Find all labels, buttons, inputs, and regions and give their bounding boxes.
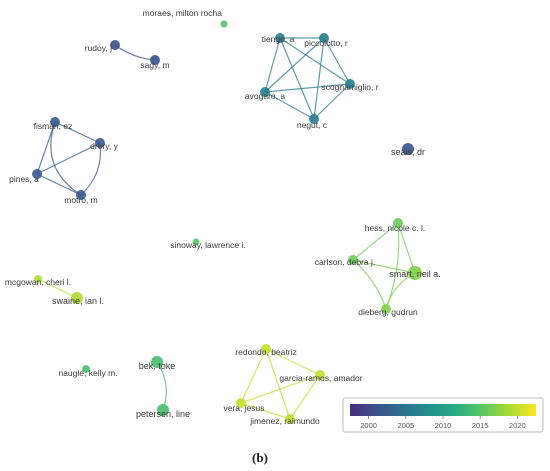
link-drory-motro bbox=[80, 142, 102, 196]
node-seals[interactable] bbox=[402, 143, 414, 155]
network-nodes bbox=[32, 20, 422, 424]
label-carlson: carlson, debra j. bbox=[315, 257, 375, 267]
link-tiengo-negut bbox=[279, 37, 315, 120]
label-scognamiglio: scognamiglio, r bbox=[321, 82, 378, 92]
link-drory-pines bbox=[36, 142, 101, 175]
link-carlson-dieberg bbox=[352, 259, 387, 310]
label-naugle: naugle, kelly m. bbox=[58, 368, 117, 378]
legend-tick-label: 2010 bbox=[435, 421, 452, 430]
label-sinoway: sinoway, lawrence i. bbox=[170, 240, 245, 250]
label-seals: seals, dr bbox=[391, 147, 425, 157]
link-fisman-motro bbox=[50, 121, 82, 196]
label-bek: bek, toke bbox=[139, 361, 176, 371]
label-smart: smart, neil a. bbox=[389, 269, 441, 279]
node-bek[interactable] bbox=[151, 356, 163, 368]
link-garcia-vera bbox=[240, 374, 321, 404]
link-hess-dieberg bbox=[385, 222, 400, 310]
legend-gradient-bar bbox=[350, 404, 536, 416]
label-motro: motro, m bbox=[64, 195, 98, 205]
label-avogaro: avogaro, a bbox=[245, 91, 285, 101]
link-piccolotto-avogaro bbox=[264, 37, 325, 93]
label-pines: pines, a bbox=[9, 174, 39, 184]
label-sagy: sagy, m bbox=[140, 60, 169, 70]
label-vera: vera, jesus bbox=[223, 403, 264, 413]
node-vera[interactable] bbox=[236, 398, 246, 408]
link-tiengo-scognamiglio bbox=[279, 37, 351, 85]
label-jimenez: jimenez, raimundo bbox=[249, 416, 320, 426]
node-smart[interactable] bbox=[408, 266, 422, 280]
node-rudoy[interactable] bbox=[110, 40, 120, 50]
node-naugle[interactable] bbox=[82, 365, 90, 373]
node-mcgowan[interactable] bbox=[34, 275, 42, 283]
node-sagy[interactable] bbox=[150, 55, 160, 65]
node-swaine[interactable] bbox=[71, 292, 83, 304]
node-jimenez[interactable] bbox=[285, 414, 295, 424]
link-rudoy-sagy bbox=[114, 44, 156, 61]
link-pines-motro bbox=[36, 173, 82, 196]
node-petersen[interactable] bbox=[157, 404, 169, 416]
node-avogaro[interactable] bbox=[260, 87, 270, 97]
legend-tick-label: 2020 bbox=[509, 421, 526, 430]
node-dieberg[interactable] bbox=[381, 304, 391, 314]
label-piccolotto: piccolotto, r bbox=[304, 38, 348, 48]
network-labels: moraes, milton rocha rudoy, j sagy, m tieng… bbox=[5, 8, 441, 426]
label-hess: hess, nicole c. l. bbox=[365, 223, 425, 233]
label-mcgowan: mcgowan, cheri l. bbox=[5, 277, 71, 287]
label-garcia: garcia-ramos, amador bbox=[279, 373, 362, 383]
panel-caption: (b) bbox=[252, 450, 268, 465]
link-redondo-jimenez bbox=[265, 348, 291, 420]
node-sinoway[interactable] bbox=[192, 238, 200, 246]
node-fisman[interactable] bbox=[50, 117, 60, 127]
node-drory[interactable] bbox=[95, 138, 105, 148]
link-redondo-garcia bbox=[265, 348, 321, 376]
link-piccolotto-negut bbox=[313, 37, 325, 120]
label-negut: negut, c bbox=[297, 120, 328, 130]
legend-tick-label: 2005 bbox=[397, 421, 414, 430]
node-redondo[interactable] bbox=[261, 344, 271, 354]
node-piccolotto[interactable] bbox=[319, 33, 329, 43]
node-garcia[interactable] bbox=[315, 370, 325, 380]
label-redondo: redondo, beatriz bbox=[235, 347, 296, 357]
node-hess[interactable] bbox=[393, 218, 403, 228]
node-tiengo[interactable] bbox=[275, 33, 285, 43]
node-carlson[interactable] bbox=[348, 255, 358, 265]
network-links bbox=[36, 37, 416, 420]
node-moraes[interactable] bbox=[220, 20, 228, 28]
label-swaine: swaine, ian l. bbox=[52, 296, 104, 306]
link-tiengo-avogaro bbox=[264, 37, 281, 93]
label-tiengo: tiengo, a bbox=[262, 34, 295, 44]
label-moraes: moraes, milton rocha bbox=[143, 8, 223, 18]
year-color-legend: 2000 2005 2010 2015 2020 bbox=[342, 397, 544, 433]
label-rudoy: rudoy, j bbox=[85, 43, 112, 53]
label-dieberg: dieberg, gudrun bbox=[358, 307, 418, 317]
label-petersen: petersen, line bbox=[136, 409, 190, 419]
legend-ticks: 2000 2005 2010 2015 2020 bbox=[360, 416, 526, 430]
node-scognamiglio[interactable] bbox=[345, 79, 355, 89]
label-drory: drory, y bbox=[90, 141, 118, 151]
link-scognamiglio-avogaro bbox=[264, 83, 351, 93]
node-motro[interactable] bbox=[76, 190, 86, 200]
label-fisman: fisman, ez bbox=[34, 121, 73, 131]
legend-tick-label: 2000 bbox=[360, 421, 377, 430]
node-negut[interactable] bbox=[309, 114, 319, 124]
node-pines[interactable] bbox=[32, 169, 42, 179]
legend-tick-label: 2015 bbox=[472, 421, 489, 430]
